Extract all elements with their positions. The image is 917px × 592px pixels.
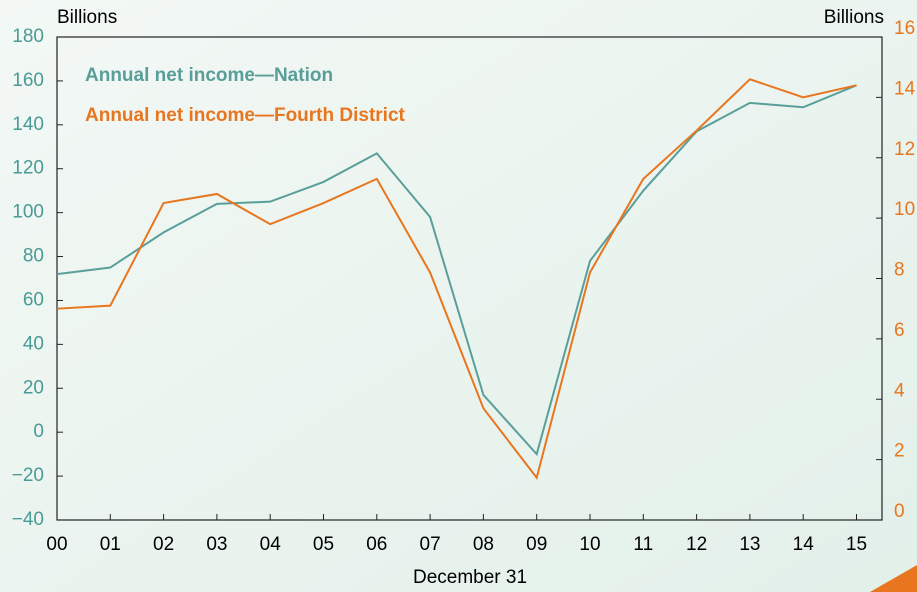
y2-tick-label: 4 [894,380,905,401]
y2-axis-label: Billions [824,7,884,28]
y-tick-label: 160 [12,70,44,91]
series-line [56,84,857,457]
y2-tick-label: 2 [894,441,905,462]
x-tick-label: 04 [260,534,282,555]
y2-tick-label: 16 [894,18,915,39]
y2-tick-label: 12 [894,139,915,160]
x-tick-label: 07 [420,534,441,555]
x-tick-label: 10 [579,534,600,555]
y-tick-label: 80 [23,246,44,267]
x-tick-label: 13 [739,534,760,555]
y-tick-label: 180 [12,26,44,47]
series-line [56,78,857,480]
y-tick-label: 140 [12,114,44,135]
x-tick-label: 03 [206,534,227,555]
x-axis-label: December 31 [413,567,527,588]
y-tick-label: −40 [12,509,44,530]
x-tick-label: 05 [313,534,334,555]
y-tick-label: 100 [12,202,44,223]
x-tick-label: 09 [526,534,547,555]
y2-tick-label: 14 [894,78,916,99]
x-tick-label: 01 [100,534,121,555]
y-tick-label: −20 [12,465,44,486]
x-tick-label: 15 [846,534,867,555]
y-axis-label: Billions [57,7,117,28]
legend-label: Annual net income—Fourth District [85,105,406,126]
x-tick-label: 08 [473,534,494,555]
y2-tick-label: 10 [894,199,915,220]
y2-tick-label: 6 [894,320,905,341]
x-tick-label: 00 [46,534,67,555]
x-tick-label: 06 [366,534,387,555]
x-tick-label: 02 [153,534,174,555]
y-tick-label: 60 [23,289,44,310]
y-tick-label: 20 [23,377,44,398]
y-tick-label: 0 [33,421,44,442]
legend-label: Annual net income—Nation [85,65,333,86]
corner-accent [870,565,917,592]
x-tick-label: 12 [686,534,707,555]
y2-tick-label: 0 [894,501,905,522]
y2-tick-label: 8 [894,260,905,281]
y-tick-label: 40 [23,333,44,354]
x-tick-label: 14 [793,534,815,555]
y-tick-label: 120 [12,158,44,179]
x-tick-label: 11 [633,534,653,555]
